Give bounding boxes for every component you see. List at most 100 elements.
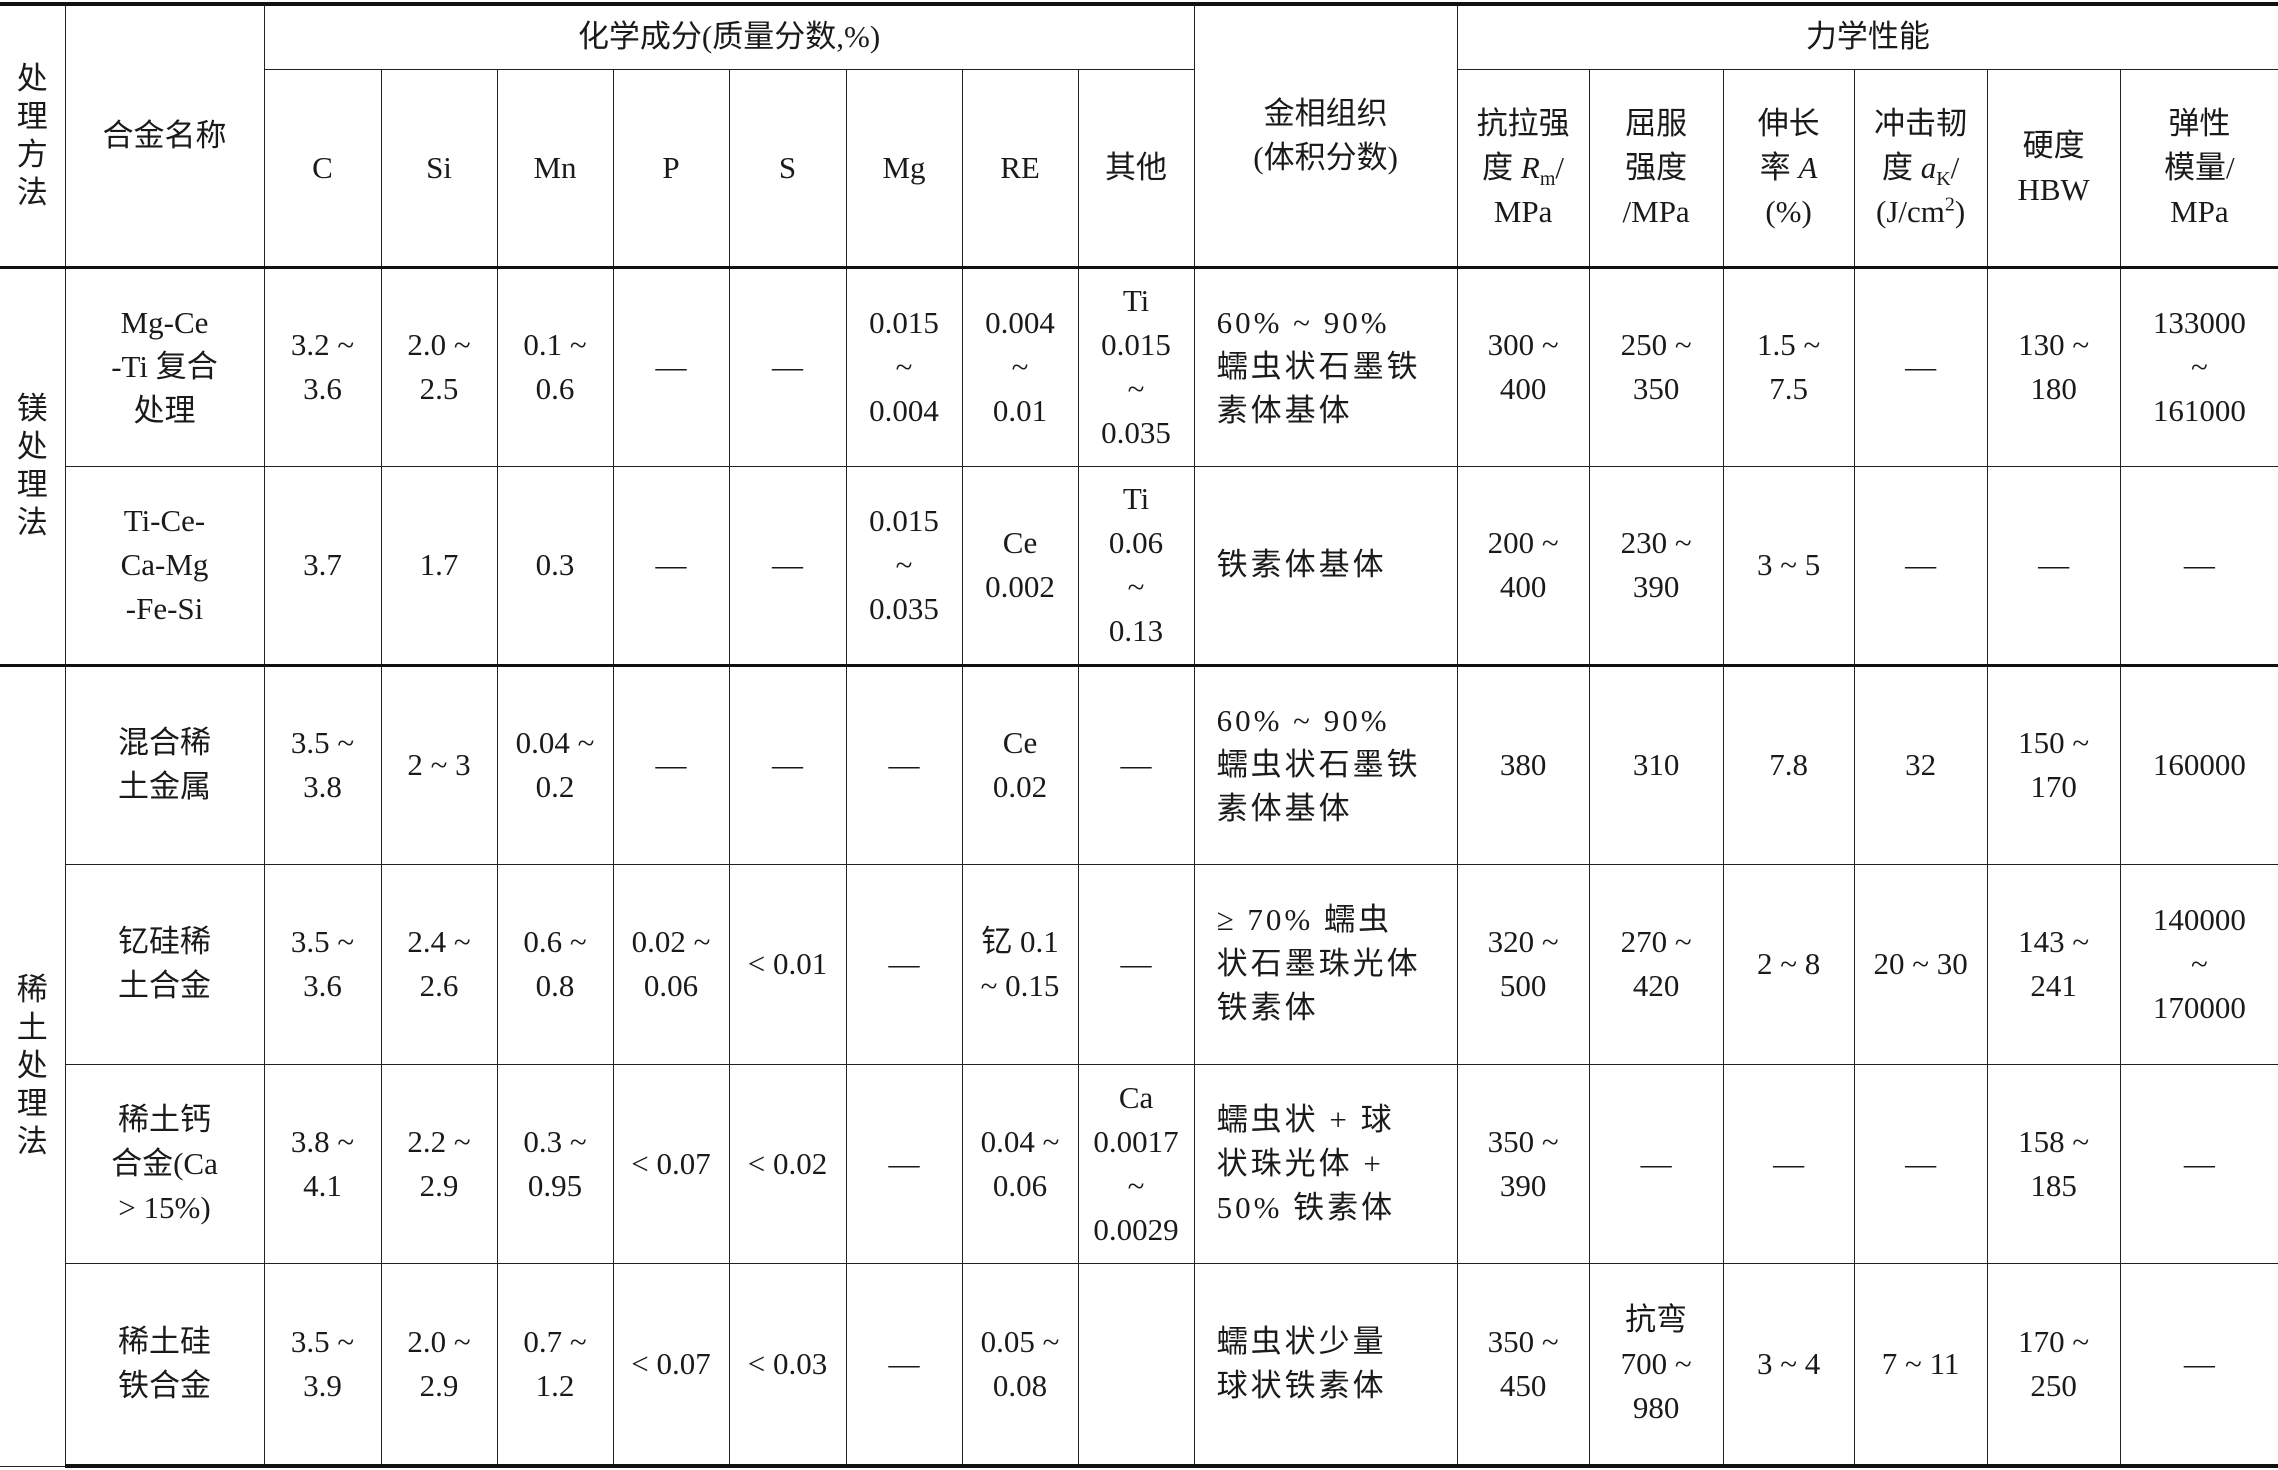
chem-cell-p: —	[612, 465, 730, 666]
chem-cell-mg: —	[845, 1262, 963, 1468]
mech-cell: 32	[1853, 663, 1988, 865]
chem-cell-其他: Ca 0.0017 ~ 0.0029	[1077, 1063, 1195, 1264]
mech-cell: 抗弯 700 ~ 980	[1588, 1262, 1724, 1468]
mech-cell: 380	[1456, 663, 1590, 865]
header-text-segment: / MPa	[1493, 149, 1565, 229]
mech-cell: —	[1853, 265, 1988, 467]
header-text-segment: 屈服 强度 /MPa	[1622, 105, 1690, 229]
chem-cell-c: 3.5 ~ 3.8	[263, 663, 382, 865]
table-row: 钇硅稀 土合金 3.5 ~ 3.6 2.4 ~ 2.6 0.6 ~ 0.8 0.02 ~…	[0, 863, 2278, 1065]
mech-cell: 150 ~ 170	[1986, 663, 2121, 865]
chem-cell-mn: 0.7 ~ 1.2	[496, 1262, 614, 1468]
mech-cell: 160000	[2119, 663, 2278, 865]
header-text-segment: )	[1954, 193, 1966, 229]
header-alloy-name: 合金名称	[64, 2, 265, 268]
header-text-segment: A	[1798, 149, 1818, 185]
chem-cell-re: Ce 0.002	[961, 465, 1079, 666]
mech-cell: 7 ~ 11	[1853, 1262, 1988, 1468]
mech-cell: —	[2119, 1262, 2278, 1468]
chem-cell-mg: 0.015 ~ 0.035	[845, 465, 963, 666]
table-row: 镁 处 理 法 Mg-Ce -Ti 复合 处理 3.2 ~ 3.6 2.0 ~ 2.5…	[0, 265, 2278, 666]
chem-cell-si: 2.0 ~ 2.5	[380, 265, 498, 467]
chem-cell-si: 2 ~ 3	[380, 663, 498, 865]
mech-cell: —	[1853, 465, 1988, 666]
chem-cell-c: 3.2 ~ 3.6	[263, 265, 382, 467]
alloy-name-cell: 稀土硅 铁合金	[64, 1262, 265, 1468]
mech-cell: 143 ~ 241	[1986, 863, 2121, 1065]
header-text-segment: 抗拉强 度	[1476, 105, 1570, 185]
header-chem-mn: Mn	[496, 68, 614, 269]
header-mech-col: 弹性 模量/ MPa	[2119, 68, 2278, 269]
mech-cell: 2 ~ 8	[1722, 863, 1855, 1065]
mech-cell: 1.5 ~ 7.5	[1722, 265, 1855, 467]
chem-cell-re: 钇 0.1 ~ 0.15	[961, 863, 1079, 1065]
chem-cell-re: 0.004 ~ 0.01	[961, 265, 1079, 467]
table-row: Ti-Ce- Ca-Mg -Fe-Si 3.7 1.7 0.3— —0.015 ~ 0.…	[0, 465, 2278, 666]
header-chem-re: RE	[961, 68, 1079, 269]
header-chem-c: C	[263, 68, 382, 269]
chem-cell-p: < 0.07	[612, 1063, 730, 1264]
chem-cell-re: 0.04 ~ 0.06	[961, 1063, 1079, 1264]
mech-cell: 133000 ~ 161000	[2119, 265, 2278, 467]
mech-cell: 300 ~ 400	[1456, 265, 1590, 467]
mech-cell: 130 ~ 180	[1986, 265, 2121, 467]
chem-cell-p: 0.02 ~ 0.06	[612, 863, 730, 1065]
mech-cell: 350 ~ 450	[1456, 1262, 1590, 1468]
microstructure-cell: ≥ 70% 蠕虫 状石墨珠光体 铁素体	[1193, 863, 1458, 1065]
chem-cell-s: —	[728, 265, 847, 467]
header-text-segment: 2	[1944, 193, 1955, 216]
header-text-segment: (%)	[1765, 193, 1812, 229]
chem-cell-其他: —	[1077, 663, 1195, 865]
microstructure-cell: 60% ~ 90% 蠕虫状石墨铁 素体基体	[1193, 265, 1458, 467]
mech-cell: 350 ~ 390	[1456, 1063, 1590, 1264]
chem-cell-其他: Ti 0.06 ~ 0.13	[1077, 465, 1195, 666]
chem-cell-c: 3.5 ~ 3.6	[263, 863, 382, 1065]
chem-cell-s: —	[728, 663, 847, 865]
chem-cell-si: 1.7	[380, 465, 498, 666]
header-method: 处 理 方 法	[0, 2, 66, 268]
header-text-segment: R	[1520, 149, 1540, 185]
header-mech-col: 屈服 强度 /MPa	[1588, 68, 1724, 269]
chem-cell-re: 0.05 ~ 0.08	[961, 1262, 1079, 1468]
header-mech-col: 硬度 HBW	[1986, 68, 2121, 269]
header-chem-p: P	[612, 68, 730, 269]
mech-cell: 200 ~ 400	[1456, 465, 1590, 666]
header-chemical-composition: 化学成分(质量分数,%)	[263, 2, 1195, 70]
header-chem-mg: Mg	[845, 68, 963, 269]
mech-cell: —	[1588, 1063, 1724, 1264]
header-mech-col: 冲击韧 度 aK/ (J/cm2)	[1853, 68, 1988, 269]
mech-cell: —	[1986, 465, 2121, 666]
chem-cell-si: 2.4 ~ 2.6	[380, 863, 498, 1065]
header-text-segment: 伸长 率	[1757, 105, 1820, 185]
chem-cell-mn: 0.6 ~ 0.8	[496, 863, 614, 1065]
chem-cell-c: 3.7	[263, 465, 382, 666]
header-chem-si: Si	[380, 68, 498, 269]
method-cell: 镁 处 理 法	[0, 265, 66, 666]
mech-cell: 320 ~ 500	[1456, 863, 1590, 1065]
chem-cell-s: —	[728, 465, 847, 666]
chem-cell-si: 2.0 ~ 2.9	[380, 1262, 498, 1468]
header-mechanical-properties: 力学性能	[1456, 2, 2278, 70]
alloy-name-cell: Mg-Ce -Ti 复合 处理	[64, 265, 265, 467]
header-mech-col: 抗拉强 度 Rm/ MPa	[1456, 68, 1590, 269]
header-text-segment: a	[1920, 149, 1937, 185]
microstructure-cell: 蠕虫状 + 球 状珠光体 + 50% 铁素体	[1193, 1063, 1458, 1264]
microstructure-cell: 铁素体基体	[1193, 465, 1458, 666]
chem-cell-其他: —	[1077, 863, 1195, 1065]
chem-cell-s: < 0.01	[728, 863, 847, 1065]
table-row: 稀土硅 铁合金 3.5 ~ 3.9 2.0 ~ 2.9 0.7 ~ 1.2 < 0.07…	[0, 1262, 2278, 1468]
microstructure-cell: 60% ~ 90% 蠕虫状石墨铁 素体基体	[1193, 663, 1458, 865]
chem-cell-mn: 0.3 ~ 0.95	[496, 1063, 614, 1264]
chem-cell-s: < 0.03	[728, 1262, 847, 1468]
mech-cell: 250 ~ 350	[1588, 265, 1724, 467]
mech-cell: 3 ~ 5	[1722, 465, 1855, 666]
chem-cell-si: 2.2 ~ 2.9	[380, 1063, 498, 1264]
chem-cell-mn: 0.3	[496, 465, 614, 666]
mech-cell: 270 ~ 420	[1588, 863, 1724, 1065]
chem-cell-mg: —	[845, 863, 963, 1065]
mech-cell: 170 ~ 250	[1986, 1262, 2121, 1468]
chem-cell-mg: —	[845, 1063, 963, 1264]
chem-cell-mg: 0.015 ~ 0.004	[845, 265, 963, 467]
mech-cell: 230 ~ 390	[1588, 465, 1724, 666]
